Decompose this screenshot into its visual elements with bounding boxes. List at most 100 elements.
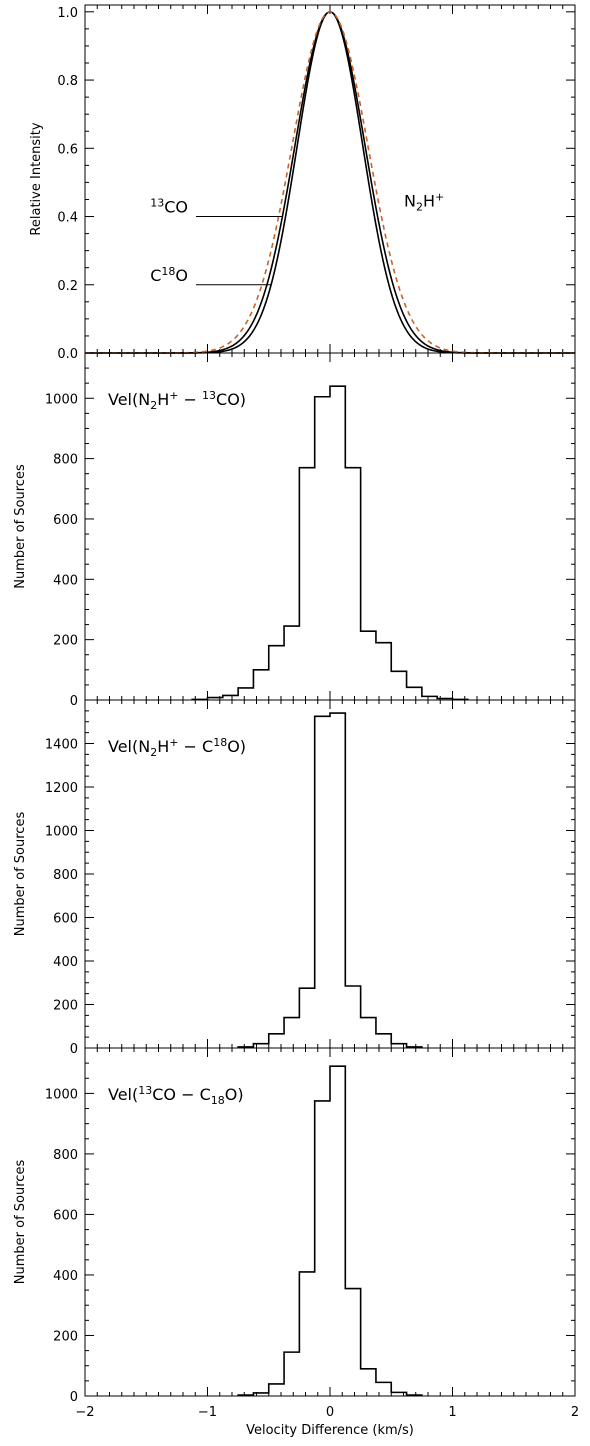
histogram-bin (391, 671, 406, 700)
x-tick-label: −1 (198, 1405, 217, 1420)
plot-frame (84, 4, 576, 354)
y-tick-label: 800 (53, 453, 78, 468)
series-line-c18o (85, 11, 575, 354)
histogram-bin (284, 1352, 299, 1396)
y-tick-label: 0.8 (57, 74, 78, 89)
histogram-bin (299, 1272, 314, 1396)
x-tick-label: 1 (448, 1405, 456, 1420)
histogram-bin (315, 716, 330, 1048)
label-text: O (175, 266, 188, 285)
histogram-bin (422, 696, 437, 700)
histogram-bin (315, 397, 330, 700)
y-tick-label: 0.6 (57, 142, 78, 157)
superscript-text: + (435, 190, 444, 203)
y-tick-label: 1000 (45, 825, 78, 840)
y-tick-label: 200 (53, 634, 78, 649)
label-text: C (150, 266, 161, 285)
histogram-bin (345, 468, 360, 700)
histogram-bin (407, 1395, 422, 1396)
y-tick-label: 0 (70, 1390, 78, 1405)
panel-title: Vel(N2H+ − C18O) (108, 736, 246, 759)
histogram-bin (253, 1393, 268, 1396)
histogram-bin (345, 986, 360, 1048)
label-text: H (157, 390, 169, 409)
label-text: − (178, 737, 202, 756)
series-label-13co: 13CO (150, 197, 188, 217)
y-tick-label: 200 (53, 999, 78, 1014)
series-line-n2h (85, 11, 575, 354)
y-tick-label: 0.2 (57, 279, 78, 294)
histogram-bin (253, 670, 268, 700)
series-line-13co (85, 11, 575, 354)
x-tick-label: 0 (326, 1405, 334, 1420)
histogram-bin (376, 643, 391, 700)
y-axis-title: Number of Sources (13, 1160, 28, 1285)
x-axis-title: Velocity Difference (km/s) (246, 1423, 414, 1438)
histogram-outline (191, 385, 469, 701)
y-tick-label: 200 (53, 1329, 78, 1344)
histogram-bin (376, 1382, 391, 1396)
histogram-bin (269, 1384, 284, 1396)
histogram-bin (299, 988, 314, 1048)
series-label-c18o: C18O (150, 265, 188, 285)
y-tick-label: 0.4 (57, 211, 78, 226)
histogram-bin (391, 1392, 406, 1396)
y-tick-label: 400 (53, 573, 78, 588)
superscript-text: 18 (161, 265, 175, 278)
x-tick-label: 2 (571, 1405, 579, 1420)
y-tick-label: 800 (53, 1148, 78, 1163)
histogram-bin (330, 386, 345, 700)
subscript-text: 2 (150, 746, 157, 759)
histogram-bin (315, 1101, 330, 1396)
label-text: O) (227, 737, 246, 756)
histogram-bin (238, 1395, 253, 1396)
y-tick-label: 1000 (45, 392, 78, 407)
superscript-text: 13 (138, 1084, 152, 1097)
panel-title: Vel(N2H+ − 13CO) (108, 389, 246, 412)
superscript-text: 13 (150, 197, 164, 210)
histogram-outline (237, 1065, 423, 1396)
histogram-bin (284, 626, 299, 700)
superscript-text: + (169, 736, 178, 749)
histogram-bin (269, 1034, 284, 1048)
y-tick-label: 800 (53, 868, 78, 883)
label-text: Vel( (108, 1085, 138, 1104)
y-axis-title: Number of Sources (13, 812, 28, 937)
y-tick-label: 0 (70, 694, 78, 709)
histogram-bin (407, 687, 422, 700)
histogram-bin (361, 631, 376, 700)
histogram-bin (284, 1018, 299, 1048)
histogram-bin (330, 713, 345, 1048)
subscript-text: 2 (150, 399, 157, 412)
histogram-bin (376, 1034, 391, 1048)
x-tick-label: −2 (75, 1405, 94, 1420)
histogram-bin (238, 688, 253, 700)
y-tick-label: 0 (70, 1042, 78, 1057)
histogram-outline (237, 712, 423, 1048)
label-text: Vel(N (108, 737, 150, 756)
y-axis-title: Relative Intensity (29, 122, 44, 235)
histogram-bin (345, 1289, 360, 1396)
label-text: H (157, 737, 169, 756)
y-tick-label: 1400 (45, 738, 78, 753)
label-text: C (202, 737, 213, 756)
y-axis-title: Number of Sources (13, 464, 28, 589)
histogram-bin (391, 1044, 406, 1048)
y-tick-label: 400 (53, 955, 78, 970)
label-text: Vel(N (108, 390, 150, 409)
label-text: N (404, 191, 416, 210)
histogram-bin (361, 1369, 376, 1396)
histogram-bin (223, 695, 238, 700)
label-text: O) (225, 1085, 244, 1104)
label-text: CO (164, 198, 188, 217)
superscript-text: 18 (213, 736, 227, 749)
y-tick-label: 1200 (45, 781, 78, 796)
subscript-text: 18 (211, 1094, 225, 1107)
histogram-bin (269, 646, 284, 700)
series-label-n2h: N2H+ (404, 190, 444, 213)
y-tick-label: 600 (53, 912, 78, 927)
y-tick-label: 600 (53, 1208, 78, 1223)
histogram-bin (299, 468, 314, 700)
superscript-text: 13 (202, 389, 216, 402)
